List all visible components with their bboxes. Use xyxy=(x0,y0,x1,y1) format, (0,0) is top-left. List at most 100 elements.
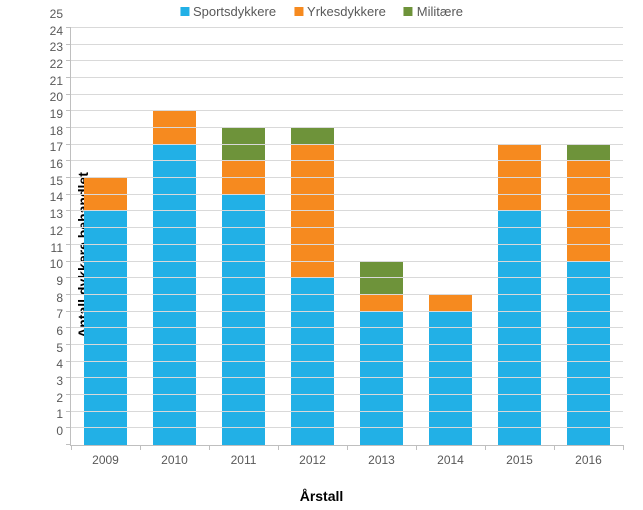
y-tick-label: 21 xyxy=(50,74,63,88)
bar-column xyxy=(222,28,265,445)
y-tick-mark xyxy=(66,144,71,145)
y-tick-label: 9 xyxy=(56,274,63,288)
x-tick-mark xyxy=(209,445,210,450)
y-tick-label: 5 xyxy=(56,341,63,355)
gridline xyxy=(71,94,623,95)
x-tick-mark xyxy=(278,445,279,450)
y-tick-label: 11 xyxy=(51,241,63,255)
gridline xyxy=(71,160,623,161)
y-tick-label: 3 xyxy=(56,374,63,388)
gridline xyxy=(71,194,623,195)
gridline xyxy=(71,361,623,362)
bar-column xyxy=(84,28,127,445)
y-tick-mark xyxy=(66,344,71,345)
gridline xyxy=(71,344,623,345)
y-tick-mark xyxy=(66,411,71,412)
x-tick-mark xyxy=(554,445,555,450)
bar-seg-sports xyxy=(222,195,265,445)
bar-column xyxy=(291,28,334,445)
bar-seg-milit xyxy=(360,262,403,295)
gridline xyxy=(71,327,623,328)
y-tick-label: 6 xyxy=(56,324,63,338)
x-tick-label: 2015 xyxy=(506,453,533,467)
bars-layer xyxy=(71,28,623,445)
y-tick-label: 22 xyxy=(50,57,63,71)
bar-seg-yrkes xyxy=(291,145,334,278)
y-tick-mark xyxy=(66,227,71,228)
y-tick-mark xyxy=(66,311,71,312)
chart-container: Antall dykkere behandlet Årstall Sportsd… xyxy=(0,0,643,510)
bar-column xyxy=(498,28,541,445)
y-tick-label: 13 xyxy=(50,207,63,221)
bar-column xyxy=(360,28,403,445)
bar-seg-sports xyxy=(360,312,403,445)
legend-swatch-milit xyxy=(404,7,413,16)
bar-seg-sports xyxy=(567,262,610,445)
bar-column xyxy=(429,28,472,445)
x-tick-label: 2013 xyxy=(368,453,395,467)
y-tick-mark xyxy=(66,194,71,195)
gridline xyxy=(71,311,623,312)
legend-item-sports: Sportsdykkere xyxy=(180,4,276,19)
y-tick-label: 10 xyxy=(50,257,63,271)
plot-area: 0123456789101112131415161718192021222324… xyxy=(70,28,623,446)
y-tick-label: 25 xyxy=(50,7,63,21)
y-tick-mark xyxy=(66,94,71,95)
y-tick-label: 14 xyxy=(50,190,63,204)
y-tick-label: 16 xyxy=(50,157,63,171)
legend-swatch-yrkes xyxy=(294,7,303,16)
y-tick-mark xyxy=(66,77,71,78)
y-tick-mark xyxy=(66,110,71,111)
legend-item-yrkes: Yrkesdykkere xyxy=(294,4,386,19)
gridline xyxy=(71,427,623,428)
y-tick-label: 12 xyxy=(50,224,63,238)
y-tick-mark xyxy=(66,244,71,245)
gridline xyxy=(71,394,623,395)
gridline xyxy=(71,44,623,45)
gridline xyxy=(71,227,623,228)
x-tick-mark xyxy=(485,445,486,450)
gridline xyxy=(71,27,623,28)
y-tick-mark xyxy=(66,60,71,61)
gridline xyxy=(71,377,623,378)
legend-swatch-sports xyxy=(180,7,189,16)
y-tick-label: 1 xyxy=(56,407,63,421)
x-tick-label: 2012 xyxy=(299,453,326,467)
y-tick-mark xyxy=(66,394,71,395)
legend-label-sports: Sportsdykkere xyxy=(193,4,276,19)
y-tick-mark xyxy=(66,277,71,278)
y-tick-mark xyxy=(66,427,71,428)
x-tick-mark xyxy=(140,445,141,450)
bar-seg-yrkes xyxy=(360,295,403,312)
bar-seg-yrkes xyxy=(222,161,265,194)
y-tick-mark xyxy=(66,377,71,378)
y-tick-mark xyxy=(66,160,71,161)
bar-seg-sports xyxy=(429,312,472,445)
x-axis-title: Årstall xyxy=(300,488,344,504)
y-tick-label: 4 xyxy=(56,357,63,371)
bar-seg-yrkes xyxy=(498,145,541,212)
bar-column xyxy=(153,28,196,445)
gridline xyxy=(71,277,623,278)
y-tick-mark xyxy=(66,327,71,328)
y-tick-mark xyxy=(66,27,71,28)
x-tick-label: 2016 xyxy=(575,453,602,467)
y-tick-label: 2 xyxy=(56,391,63,405)
y-tick-label: 17 xyxy=(50,140,63,154)
x-tick-label: 2014 xyxy=(437,453,464,467)
legend-item-milit: Militære xyxy=(404,4,463,19)
legend-label-yrkes: Yrkesdykkere xyxy=(307,4,386,19)
gridline xyxy=(71,210,623,211)
gridline xyxy=(71,294,623,295)
bar-seg-milit xyxy=(567,145,610,162)
x-tick-label: 2011 xyxy=(231,453,257,467)
legend-label-milit: Militære xyxy=(417,4,463,19)
y-tick-mark xyxy=(66,177,71,178)
gridline xyxy=(71,110,623,111)
x-tick-mark xyxy=(71,445,72,450)
gridline xyxy=(71,127,623,128)
x-tick-label: 2009 xyxy=(92,453,119,467)
y-tick-mark xyxy=(66,127,71,128)
y-tick-mark xyxy=(66,210,71,211)
x-tick-mark xyxy=(416,445,417,450)
